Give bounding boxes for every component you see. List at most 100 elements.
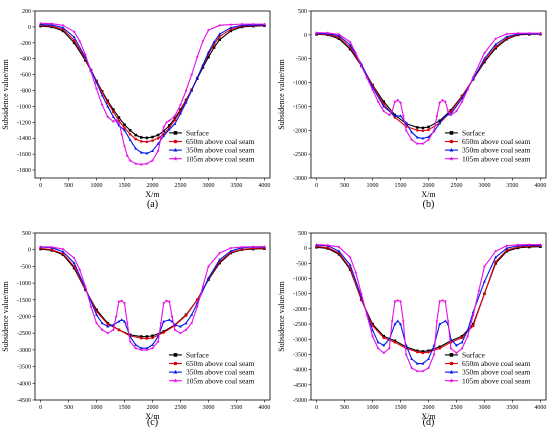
data-point [337, 34, 341, 37]
data-point [139, 162, 143, 166]
data-point [240, 22, 244, 26]
data-point [371, 322, 374, 326]
data-point [89, 69, 93, 73]
y-tick-label: -3000 [17, 348, 31, 354]
data-point [145, 151, 149, 155]
data-point [78, 268, 82, 272]
data-point [178, 331, 183, 335]
data-point [460, 334, 464, 338]
data-point [195, 76, 199, 79]
data-point [106, 115, 110, 119]
data-point [61, 247, 65, 251]
legend-label: 105m above coal seam [462, 376, 531, 385]
data-point [494, 249, 498, 253]
data-point [170, 314, 174, 318]
data-point [348, 40, 352, 44]
x-tick-label: 4000 [258, 405, 270, 411]
y-tick-label: -400 [20, 57, 31, 63]
y-tick-label: -1000 [293, 277, 307, 283]
legend-label: Surface [462, 129, 486, 138]
data-point [72, 261, 76, 265]
data-point [262, 22, 267, 26]
data-point [218, 251, 222, 255]
data-point [240, 23, 244, 27]
data-point [440, 98, 445, 102]
data-point [195, 304, 199, 308]
data-point [390, 109, 394, 113]
data-point [162, 331, 165, 334]
data-point [206, 28, 211, 32]
data-point [483, 57, 486, 60]
data-point [184, 100, 188, 104]
data-point [404, 352, 408, 356]
legend-marker [449, 361, 454, 366]
data-point [201, 63, 205, 67]
data-point [393, 114, 397, 118]
data-point [39, 22, 43, 26]
series-line-1 [316, 33, 541, 129]
data-point [145, 348, 149, 352]
data-point [190, 313, 194, 316]
data-point [516, 243, 520, 247]
y-tick-label: 200 [22, 9, 31, 15]
data-point [371, 328, 374, 332]
x-tick-label: 2500 [174, 183, 186, 189]
chart-panel-4: 0 500 1000 1500 2000 2500 3000 3500 4000 500 0 -500… [277, 231, 546, 428]
data-point [438, 347, 441, 350]
x-tick-label: 500 [64, 183, 73, 189]
data-point [494, 45, 497, 49]
legend-marker [173, 131, 178, 135]
data-point [162, 129, 165, 133]
data-point [387, 346, 391, 350]
series-line-3 [316, 244, 541, 365]
data-point [201, 39, 205, 43]
data-point [139, 150, 143, 154]
data-point [348, 43, 352, 46]
data-point [112, 108, 115, 111]
x-axis-title: X/m [421, 190, 436, 199]
data-point [111, 328, 115, 332]
x-tick-label: 500 [340, 405, 349, 411]
data-point [145, 136, 149, 140]
data-point [251, 22, 255, 26]
data-point [415, 369, 419, 373]
data-point [61, 23, 65, 27]
data-point [494, 36, 498, 41]
data-point [61, 250, 65, 253]
data-point [173, 118, 177, 122]
x-tick-label: 3000 [478, 405, 490, 411]
y-tick-label: -1000 [17, 104, 31, 110]
data-point [399, 322, 402, 326]
data-point [443, 319, 447, 323]
data-point [505, 246, 509, 250]
y-tick-label: -4000 [17, 381, 31, 387]
data-point [117, 120, 121, 124]
data-point [421, 136, 425, 140]
data-point [145, 346, 149, 350]
x-tick-label: 500 [64, 405, 73, 411]
data-point [229, 22, 233, 26]
data-point [179, 112, 182, 115]
data-point [371, 324, 374, 327]
data-point [100, 328, 104, 332]
data-point [179, 108, 182, 111]
data-point [435, 319, 439, 323]
data-point [483, 280, 486, 283]
data-point [449, 108, 453, 112]
data-point [415, 362, 419, 365]
y-axis-title: Subsidence value/mm [277, 281, 286, 352]
data-point [471, 313, 475, 317]
x-tick-label: 0 [39, 183, 42, 189]
data-point [438, 100, 442, 104]
y-tick-label: -3000 [293, 176, 307, 182]
y-tick-label: 500 [22, 231, 31, 237]
data-point [218, 38, 221, 41]
y-tick-label: -2000 [17, 315, 31, 321]
y-axis-title: Subsidence value/mm [277, 59, 286, 130]
data-point [404, 121, 408, 125]
x-tick-label: 1500 [395, 405, 407, 411]
data-point [84, 59, 87, 62]
data-point [262, 245, 267, 249]
data-point [483, 292, 486, 296]
data-point [382, 104, 386, 108]
